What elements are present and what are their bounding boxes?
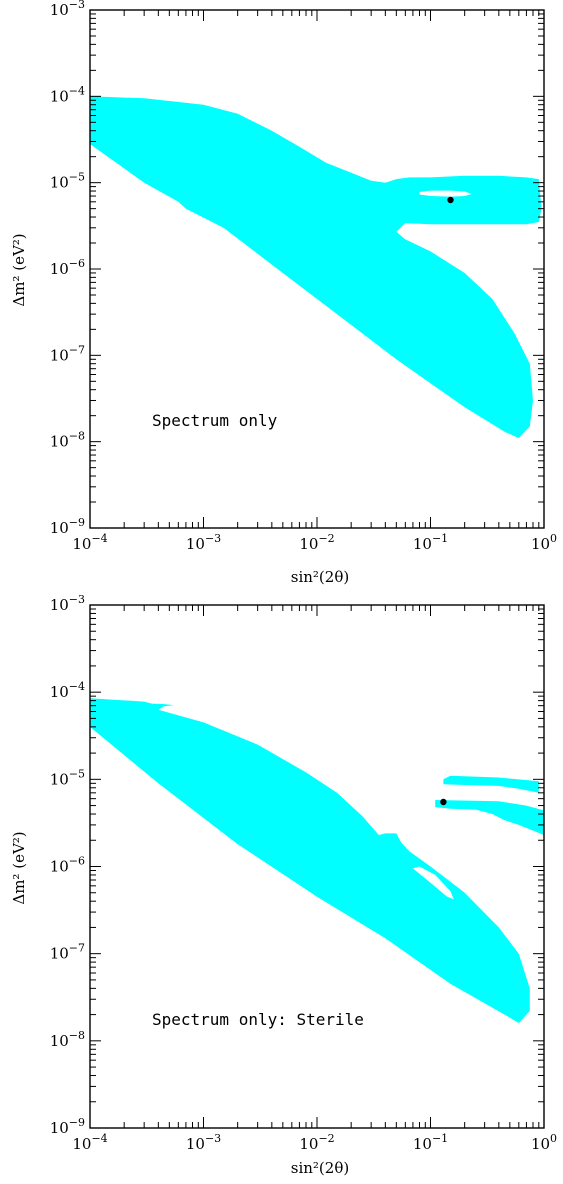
bottom-axis-ticks (89, 604, 545, 1129)
top-allowed-regions (90, 96, 542, 439)
top-best-fit-point (447, 196, 454, 204)
top-x-axis-label: sin²(2θ) (291, 568, 349, 586)
bottom-x-tick-label: 10−1 (413, 1132, 448, 1153)
bottom-x-tick-label: 100 (531, 1132, 557, 1153)
top-axis-ticks (89, 9, 545, 529)
top-y-axis-label: Δm² (eV²) (10, 233, 28, 306)
top-y-tick-label: 10−5 (50, 171, 85, 192)
bottom-allowed-regions (90, 698, 544, 1023)
bottom-region-allowed-2 (443, 775, 539, 793)
bottom-panel: Spectrum only: Sterile 10−4 10−3 10−2 10−1 1… (10, 593, 557, 1177)
bottom-x-tick-label: 10−4 (72, 1132, 107, 1153)
top-y-tick-label: 10−6 (50, 257, 85, 278)
bottom-y-tick-label: 10−7 (50, 942, 85, 963)
top-x-tick-label: 10−3 (186, 532, 221, 553)
bottom-y-tick-label: 10−3 (50, 593, 85, 614)
bottom-best-fit-point (440, 798, 447, 806)
top-y-tick-label: 10−9 (50, 516, 85, 537)
top-panel-annotation: Spectrum only (152, 411, 278, 430)
bottom-x-tick-label: 10−2 (299, 1132, 334, 1153)
top-x-tick-label: 10−4 (72, 532, 107, 553)
top-x-tick-label: 100 (531, 532, 557, 553)
bottom-region-allowed-3 (435, 800, 544, 835)
bottom-x-axis-label: sin²(2θ) (291, 1159, 349, 1177)
top-y-tick-label: 10−8 (50, 430, 85, 451)
top-y-tick-label: 10−4 (50, 84, 85, 105)
bottom-region-hole-1 (412, 866, 454, 900)
top-y-tick-label: 10−7 (50, 343, 85, 364)
top-x-tick-label: 10−2 (299, 532, 334, 553)
bottom-y-tick-label: 10−8 (50, 1029, 85, 1050)
bottom-y-tick-label: 10−5 (50, 767, 85, 788)
bottom-x-tick-label: 10−3 (186, 1132, 221, 1153)
bottom-panel-annotation: Spectrum only: Sterile (152, 1010, 364, 1029)
top-best-fit-group (447, 196, 454, 204)
bottom-tick-labels: 10−4 10−3 10−2 10−1 100 10−9 10−8 10−7 10−6 10−5 1… (50, 593, 557, 1153)
bottom-best-fit-group (440, 798, 447, 806)
top-panel: Spectrum only 10−4 10−3 10−2 10−1 10010−910−… (10, 0, 557, 586)
top-y-tick-label: 10−3 (50, 0, 85, 19)
top-region-hole-1 (419, 190, 472, 197)
bottom-region-allowed-0 (90, 698, 530, 1023)
top-region-allowed-0 (90, 96, 542, 439)
bottom-y-tick-label: 10−6 (50, 855, 85, 876)
bottom-y-tick-label: 10−4 (50, 680, 85, 701)
top-x-tick-label: 10−1 (413, 532, 448, 553)
bottom-y-axis-label: Δm² (eV²) (10, 831, 28, 904)
top-tick-labels: 10−4 10−3 10−2 10−1 100 10−9 10−8 10−7 10−6 10−5 1… (50, 0, 557, 553)
bottom-y-tick-label: 10−9 (50, 1116, 85, 1137)
